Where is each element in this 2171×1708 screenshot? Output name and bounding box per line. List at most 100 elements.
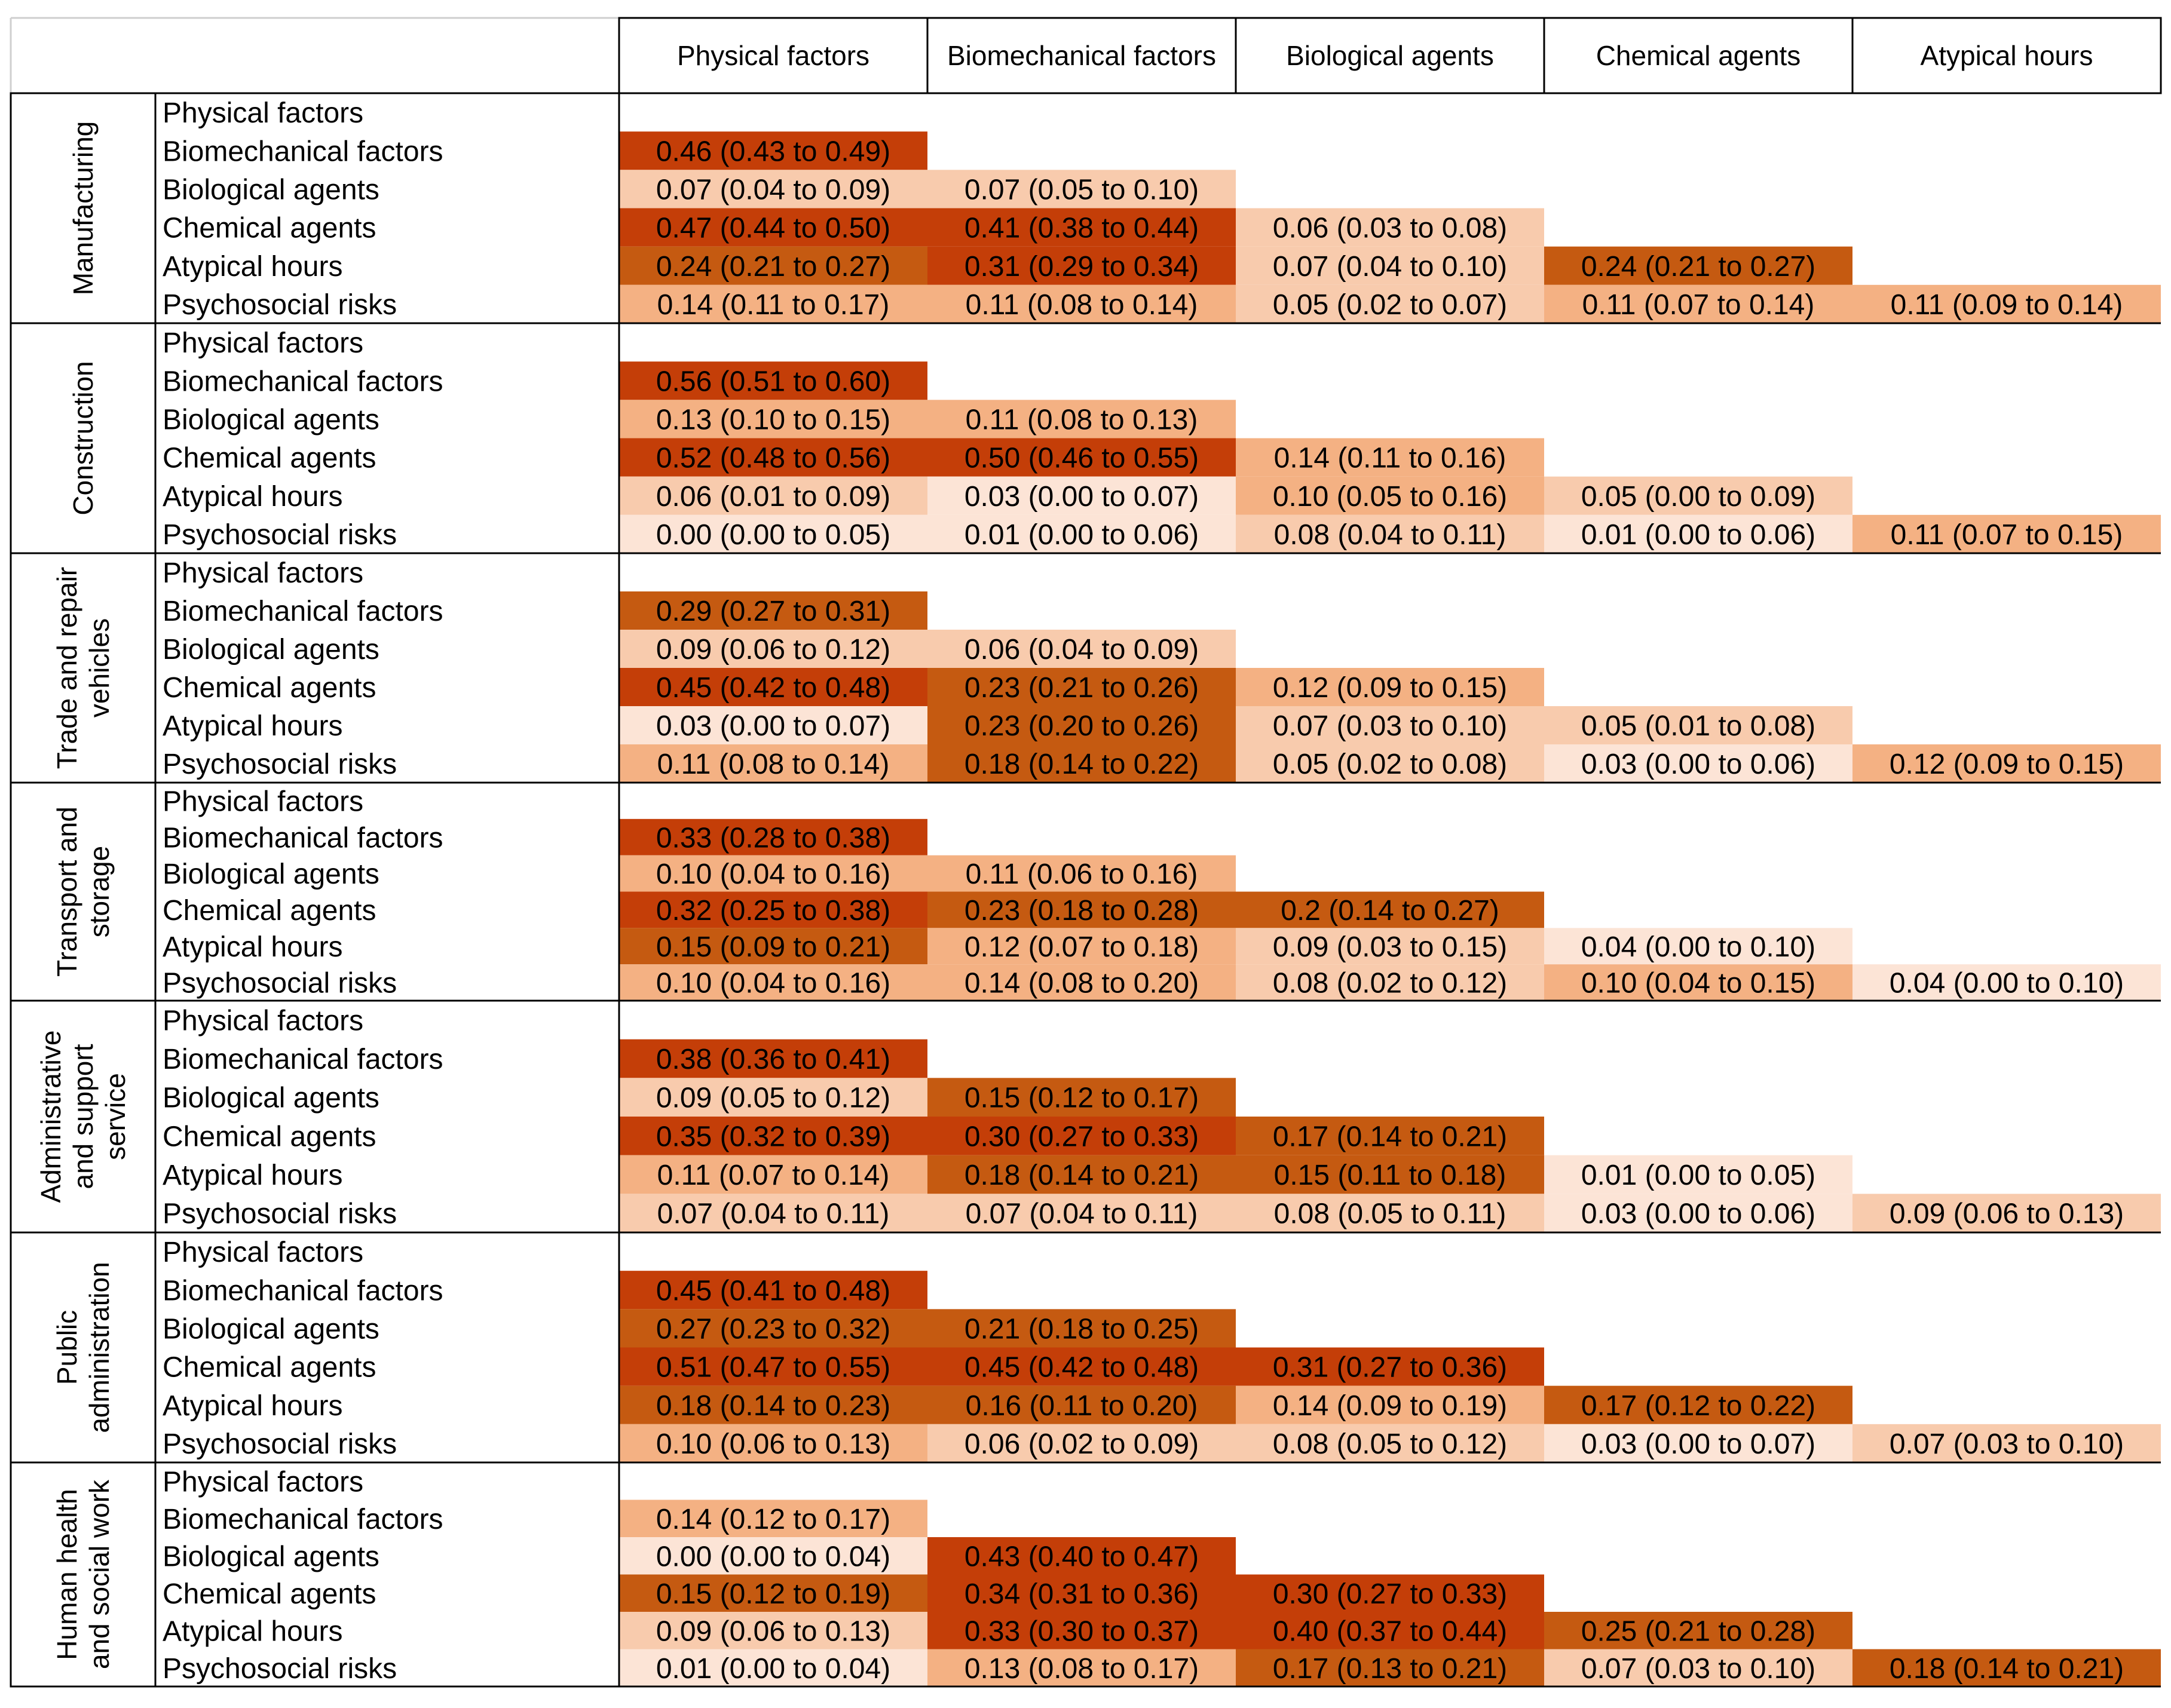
row-label-human-health-and-social-work-chemical-agents: Chemical agents — [163, 1578, 376, 1610]
cell-value-administrative-and-support-service-r2-c0: 0.09 (0.05 to 0.12) — [656, 1083, 890, 1114]
row-label-public-administration-biological-agents: Biological agents — [163, 1313, 379, 1345]
row-label-public-administration-physical-factors: Physical factors — [163, 1237, 363, 1268]
row-label-manufacturing-chemical-agents: Chemical agents — [163, 213, 376, 244]
cell-fill-construction-r4-c0 — [619, 476, 927, 515]
row-label-manufacturing-atypical-hours: Atypical hours — [163, 251, 342, 283]
cell-value-public-administration-r1-c0: 0.45 (0.41 to 0.48) — [656, 1275, 890, 1307]
cell-fill-public-administration-r4-c3 — [1544, 1385, 1852, 1424]
cell-fill-construction-r4-c3 — [1544, 476, 1852, 515]
row-label-administrative-and-support-service-chemical-agents: Chemical agents — [163, 1121, 376, 1152]
cell-fill-administrative-and-support-service-r5-c3 — [1544, 1194, 1852, 1232]
cell-value-construction-r5-c2: 0.08 (0.04 to 0.11) — [1274, 519, 1506, 551]
row-label-public-administration-chemical-agents: Chemical agents — [163, 1352, 376, 1384]
row-label-human-health-and-social-work-psychosocial-risks: Psychosocial risks — [163, 1653, 397, 1685]
cell-fill-administrative-and-support-service-r3-c1 — [927, 1117, 1236, 1155]
cell-value-manufacturing-r4-c1: 0.31 (0.29 to 0.34) — [964, 251, 1199, 283]
cell-fill-administrative-and-support-service-r5-c4 — [1852, 1194, 2161, 1232]
row-label-construction-biomechanical-factors: Biomechanical factors — [163, 366, 443, 397]
cell-fill-transport-and-storage-r4-c0 — [619, 928, 927, 965]
cell-value-public-administration-r4-c1: 0.16 (0.11 to 0.20) — [966, 1390, 1198, 1422]
cell-fill-public-administration-r5-c4 — [1852, 1424, 2161, 1462]
sector-label-public-administration: Public administration — [51, 1262, 115, 1433]
cell-fill-public-administration-r4-c1 — [927, 1385, 1236, 1424]
cell-value-administrative-and-support-service-r5-c0: 0.07 (0.04 to 0.11) — [657, 1198, 890, 1230]
cell-fill-manufacturing-r4-c3 — [1544, 246, 1852, 285]
cell-fill-administrative-and-support-service-r5-c2 — [1236, 1194, 1544, 1232]
cell-fill-human-health-and-social-work-r4-c2 — [1236, 1612, 1544, 1649]
sector-label-manufacturing: Manufacturing — [68, 121, 99, 296]
row-label-construction-atypical-hours: Atypical hours — [163, 481, 342, 513]
cell-fill-transport-and-storage-r4-c1 — [927, 928, 1236, 965]
row-label-human-health-and-social-work-biomechanical-factors: Biomechanical factors — [163, 1504, 443, 1535]
row-label-transport-and-storage-psychosocial-risks: Psychosocial risks — [163, 968, 397, 999]
column-header-biomechanical-factors: Biomechanical factors — [947, 40, 1216, 71]
row-label-construction-chemical-agents: Chemical agents — [163, 443, 376, 474]
sector-label-line: Public — [51, 1310, 82, 1385]
cell-fill-construction-r3-c0 — [619, 438, 927, 477]
cell-fill-construction-r3-c2 — [1236, 438, 1544, 477]
cell-value-trade-and-repair-vehicles-r5-c2: 0.05 (0.02 to 0.08) — [1273, 749, 1507, 780]
cell-value-public-administration-r5-c4: 0.07 (0.03 to 0.10) — [1890, 1428, 2124, 1460]
cell-fill-administrative-and-support-service-r5-c1 — [927, 1194, 1236, 1232]
cell-fill-transport-and-storage-r5-c3 — [1544, 964, 1852, 1001]
row-label-human-health-and-social-work-physical-factors: Physical factors — [163, 1466, 363, 1498]
cell-fill-human-health-and-social-work-r3-c1 — [927, 1574, 1236, 1612]
cell-value-manufacturing-r3-c1: 0.41 (0.38 to 0.44) — [964, 213, 1199, 244]
sector-label-trade-and-repair-vehicles: Trade and repair vehicles — [51, 567, 115, 769]
sector-label-line: Construction — [68, 361, 99, 515]
row-label-manufacturing-biological-agents: Biological agents — [163, 174, 379, 206]
cell-fill-administrative-and-support-service-r5-c0 — [619, 1194, 927, 1232]
cell-fill-human-health-and-social-work-r5-c4 — [1852, 1649, 2161, 1686]
cell-value-trade-and-repair-vehicles-r5-c0: 0.11 (0.08 to 0.14) — [657, 749, 890, 780]
cell-fill-construction-r5-c4 — [1852, 514, 2161, 553]
row-label-administrative-and-support-service-biological-agents: Biological agents — [163, 1083, 379, 1114]
cell-fill-manufacturing-r1-c0 — [619, 131, 927, 170]
cell-fill-human-health-and-social-work-r5-c0 — [619, 1649, 927, 1686]
cell-value-transport-and-storage-r4-c1: 0.12 (0.07 to 0.18) — [964, 931, 1199, 963]
cell-value-construction-r5-c3: 0.01 (0.00 to 0.06) — [1581, 519, 1815, 551]
sector-label-line: Human health — [51, 1489, 82, 1660]
cell-fill-human-health-and-social-work-r4-c0 — [619, 1612, 927, 1649]
cell-value-transport-and-storage-r4-c0: 0.15 (0.09 to 0.21) — [656, 931, 890, 963]
cell-value-manufacturing-r3-c0: 0.47 (0.44 to 0.50) — [656, 213, 890, 244]
row-label-trade-and-repair-vehicles-biological-agents: Biological agents — [163, 634, 379, 666]
cell-fill-public-administration-r5-c2 — [1236, 1424, 1544, 1462]
cell-value-administrative-and-support-service-r3-c0: 0.35 (0.32 to 0.39) — [656, 1121, 890, 1152]
row-label-manufacturing-biomechanical-factors: Biomechanical factors — [163, 136, 443, 167]
cell-fill-public-administration-r2-c1 — [927, 1309, 1236, 1348]
cell-fill-public-administration-r5-c1 — [927, 1424, 1236, 1462]
cell-value-human-health-and-social-work-r5-c4: 0.18 (0.14 to 0.21) — [1890, 1653, 2124, 1685]
cell-fill-administrative-and-support-service-r2-c1 — [927, 1078, 1236, 1117]
column-header-atypical-hours: Atypical hours — [1921, 40, 2093, 71]
cell-fill-human-health-and-social-work-r4-c1 — [927, 1612, 1236, 1649]
cell-fill-trade-and-repair-vehicles-r2-c1 — [927, 630, 1236, 668]
cell-value-administrative-and-support-service-r4-c3: 0.01 (0.00 to 0.05) — [1581, 1160, 1815, 1191]
cell-value-public-administration-r2-c0: 0.27 (0.23 to 0.32) — [656, 1313, 890, 1345]
cell-fill-trade-and-repair-vehicles-r3-c0 — [619, 668, 927, 706]
cell-value-construction-r3-c2: 0.14 (0.11 to 0.16) — [1274, 443, 1506, 474]
sector-label-line: Trade and repair — [51, 567, 82, 769]
cell-fill-human-health-and-social-work-r2-c0 — [619, 1537, 927, 1575]
row-label-administrative-and-support-service-atypical-hours: Atypical hours — [163, 1160, 342, 1191]
cell-value-transport-and-storage-r5-c0: 0.10 (0.04 to 0.16) — [656, 968, 890, 999]
grid-lines — [10, 17, 2162, 1688]
sector-label-line: Manufacturing — [68, 121, 99, 296]
cell-fill-construction-r2-c0 — [619, 400, 927, 439]
cell-value-human-health-and-social-work-r2-c1: 0.43 (0.40 to 0.47) — [964, 1541, 1199, 1572]
cell-value-trade-and-repair-vehicles-r3-c1: 0.23 (0.21 to 0.26) — [964, 672, 1199, 704]
cell-fill-transport-and-storage-r5-c2 — [1236, 964, 1544, 1001]
row-label-transport-and-storage-biomechanical-factors: Biomechanical factors — [163, 822, 443, 854]
cell-value-human-health-and-social-work-r4-c1: 0.33 (0.30 to 0.37) — [964, 1615, 1199, 1647]
cell-value-public-administration-r5-c1: 0.06 (0.02 to 0.09) — [964, 1428, 1199, 1460]
cell-fill-trade-and-repair-vehicles-r3-c1 — [927, 668, 1236, 706]
cell-value-manufacturing-r4-c3: 0.24 (0.21 to 0.27) — [1581, 251, 1815, 283]
cell-value-administrative-and-support-service-r2-c1: 0.15 (0.12 to 0.17) — [964, 1083, 1199, 1114]
row-label-transport-and-storage-physical-factors: Physical factors — [163, 786, 363, 817]
cell-fill-public-administration-r4-c0 — [619, 1385, 927, 1424]
cell-value-public-administration-r4-c3: 0.17 (0.12 to 0.22) — [1581, 1390, 1815, 1422]
cell-value-construction-r3-c1: 0.50 (0.46 to 0.55) — [964, 443, 1199, 474]
cell-fill-administrative-and-support-service-r4-c2 — [1236, 1155, 1544, 1194]
cell-fill-public-administration-r5-c0 — [619, 1424, 927, 1462]
cell-value-construction-r2-c1: 0.11 (0.08 to 0.13) — [966, 404, 1198, 436]
cell-value-administrative-and-support-service-r4-c1: 0.18 (0.14 to 0.21) — [964, 1160, 1199, 1191]
